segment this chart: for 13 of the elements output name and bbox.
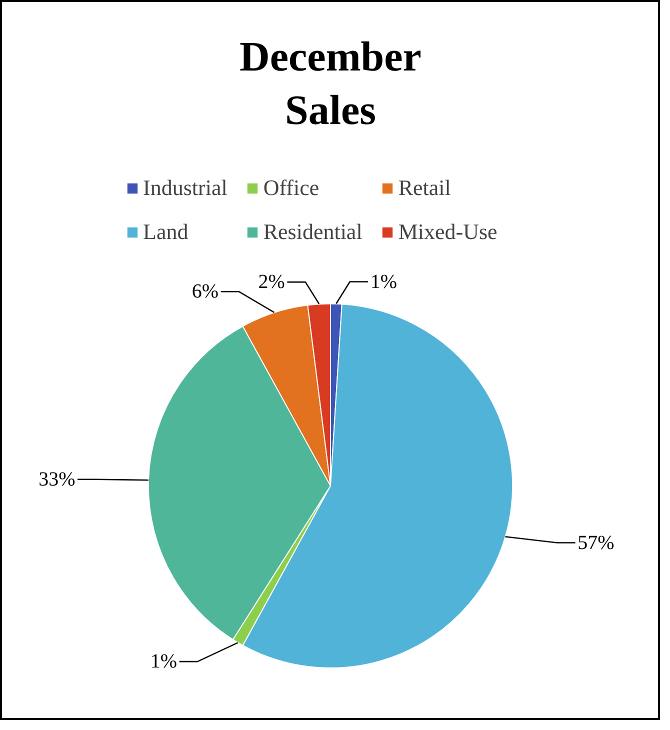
legend-label: Land xyxy=(143,219,188,245)
data-label: 33% xyxy=(38,468,76,490)
data-label: 57% xyxy=(578,532,614,554)
legend-label: Mixed-Use xyxy=(398,219,498,245)
legend-label: Office xyxy=(263,175,320,201)
data-label: 1% xyxy=(150,650,178,673)
data-label: 2% xyxy=(258,271,285,294)
data-label: 1% xyxy=(370,270,398,293)
legend-label: Industrial xyxy=(143,175,228,201)
data-label: 6% xyxy=(192,280,219,303)
legend-label: Retail xyxy=(398,175,451,201)
chart-title: December Sales xyxy=(240,34,422,134)
legend-label: Residential xyxy=(263,219,362,245)
